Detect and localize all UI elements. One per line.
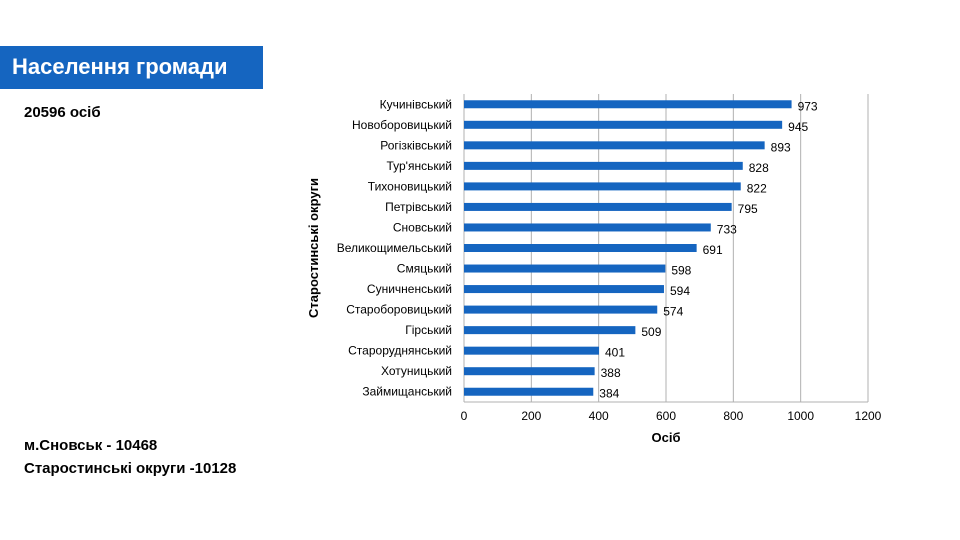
data-label: 574 [663,305,683,319]
bar [464,182,741,191]
bar [464,244,697,252]
data-label: 594 [670,284,690,298]
bar [464,202,732,211]
data-label: 598 [671,264,691,278]
category-label: Староруднянський [348,344,452,358]
category-label: Гірський [405,323,452,337]
bar [464,161,743,170]
bar [464,367,595,376]
city-population: м.Сновськ - 10468 [24,437,158,454]
x-tick-label: 800 [723,409,743,423]
x-tick-label: 1200 [855,409,882,423]
x-tick-label: 1000 [787,409,814,423]
category-label: Великощимельський [337,241,452,255]
bar [464,305,658,314]
data-label: 828 [749,161,769,175]
bar [464,264,666,273]
category-label: Рогізківський [380,138,452,152]
total-population: 20596 осіб [24,104,101,121]
data-label: 509 [641,325,661,339]
bar [464,120,783,129]
category-label: Тихоновицький [368,179,452,193]
category-label: Суничненський [367,282,452,296]
data-label: 401 [605,346,625,360]
bar [464,141,765,150]
x-tick-label: 200 [521,409,541,423]
category-label: Кучинівський [380,97,452,111]
category-label: Сновський [393,220,452,234]
data-label: 822 [747,181,767,195]
data-label: 384 [599,387,619,401]
category-label: Смяцький [397,262,452,276]
category-label: Тур'янський [386,159,452,173]
data-label: 945 [788,120,808,134]
category-label: Староборовицький [346,303,452,317]
category-label: Петрівський [385,200,452,214]
bar [464,387,594,396]
bar [464,326,636,335]
x-axis-title: Осіб [652,430,681,445]
data-label: 973 [798,99,818,113]
bar [464,223,711,232]
x-tick-label: 600 [656,409,676,423]
labels-layer: 0 200 400 600 800 1000 1200 Кучинівський 973 Ново… [337,97,882,423]
bar [464,285,664,294]
bar [464,346,600,355]
bar [464,100,792,109]
page-title: Населення громади [12,54,228,79]
data-label: 388 [601,366,621,380]
districts-population: Старостинські округи -10128 [24,460,237,477]
title-banner: Населення громади [0,46,263,89]
data-label: 691 [703,243,723,257]
category-label: Займищанський [362,385,452,399]
data-label: 733 [717,222,737,236]
bars-layer [464,100,792,396]
data-label: 893 [771,140,791,154]
x-tick-label: 400 [589,409,609,423]
category-label: Хотуницький [381,364,452,378]
x-tick-label: 0 [461,409,468,423]
y-axis-title: Старостинські округи [306,178,321,318]
category-label: Новоборовицький [352,118,452,132]
data-label: 795 [738,202,758,216]
